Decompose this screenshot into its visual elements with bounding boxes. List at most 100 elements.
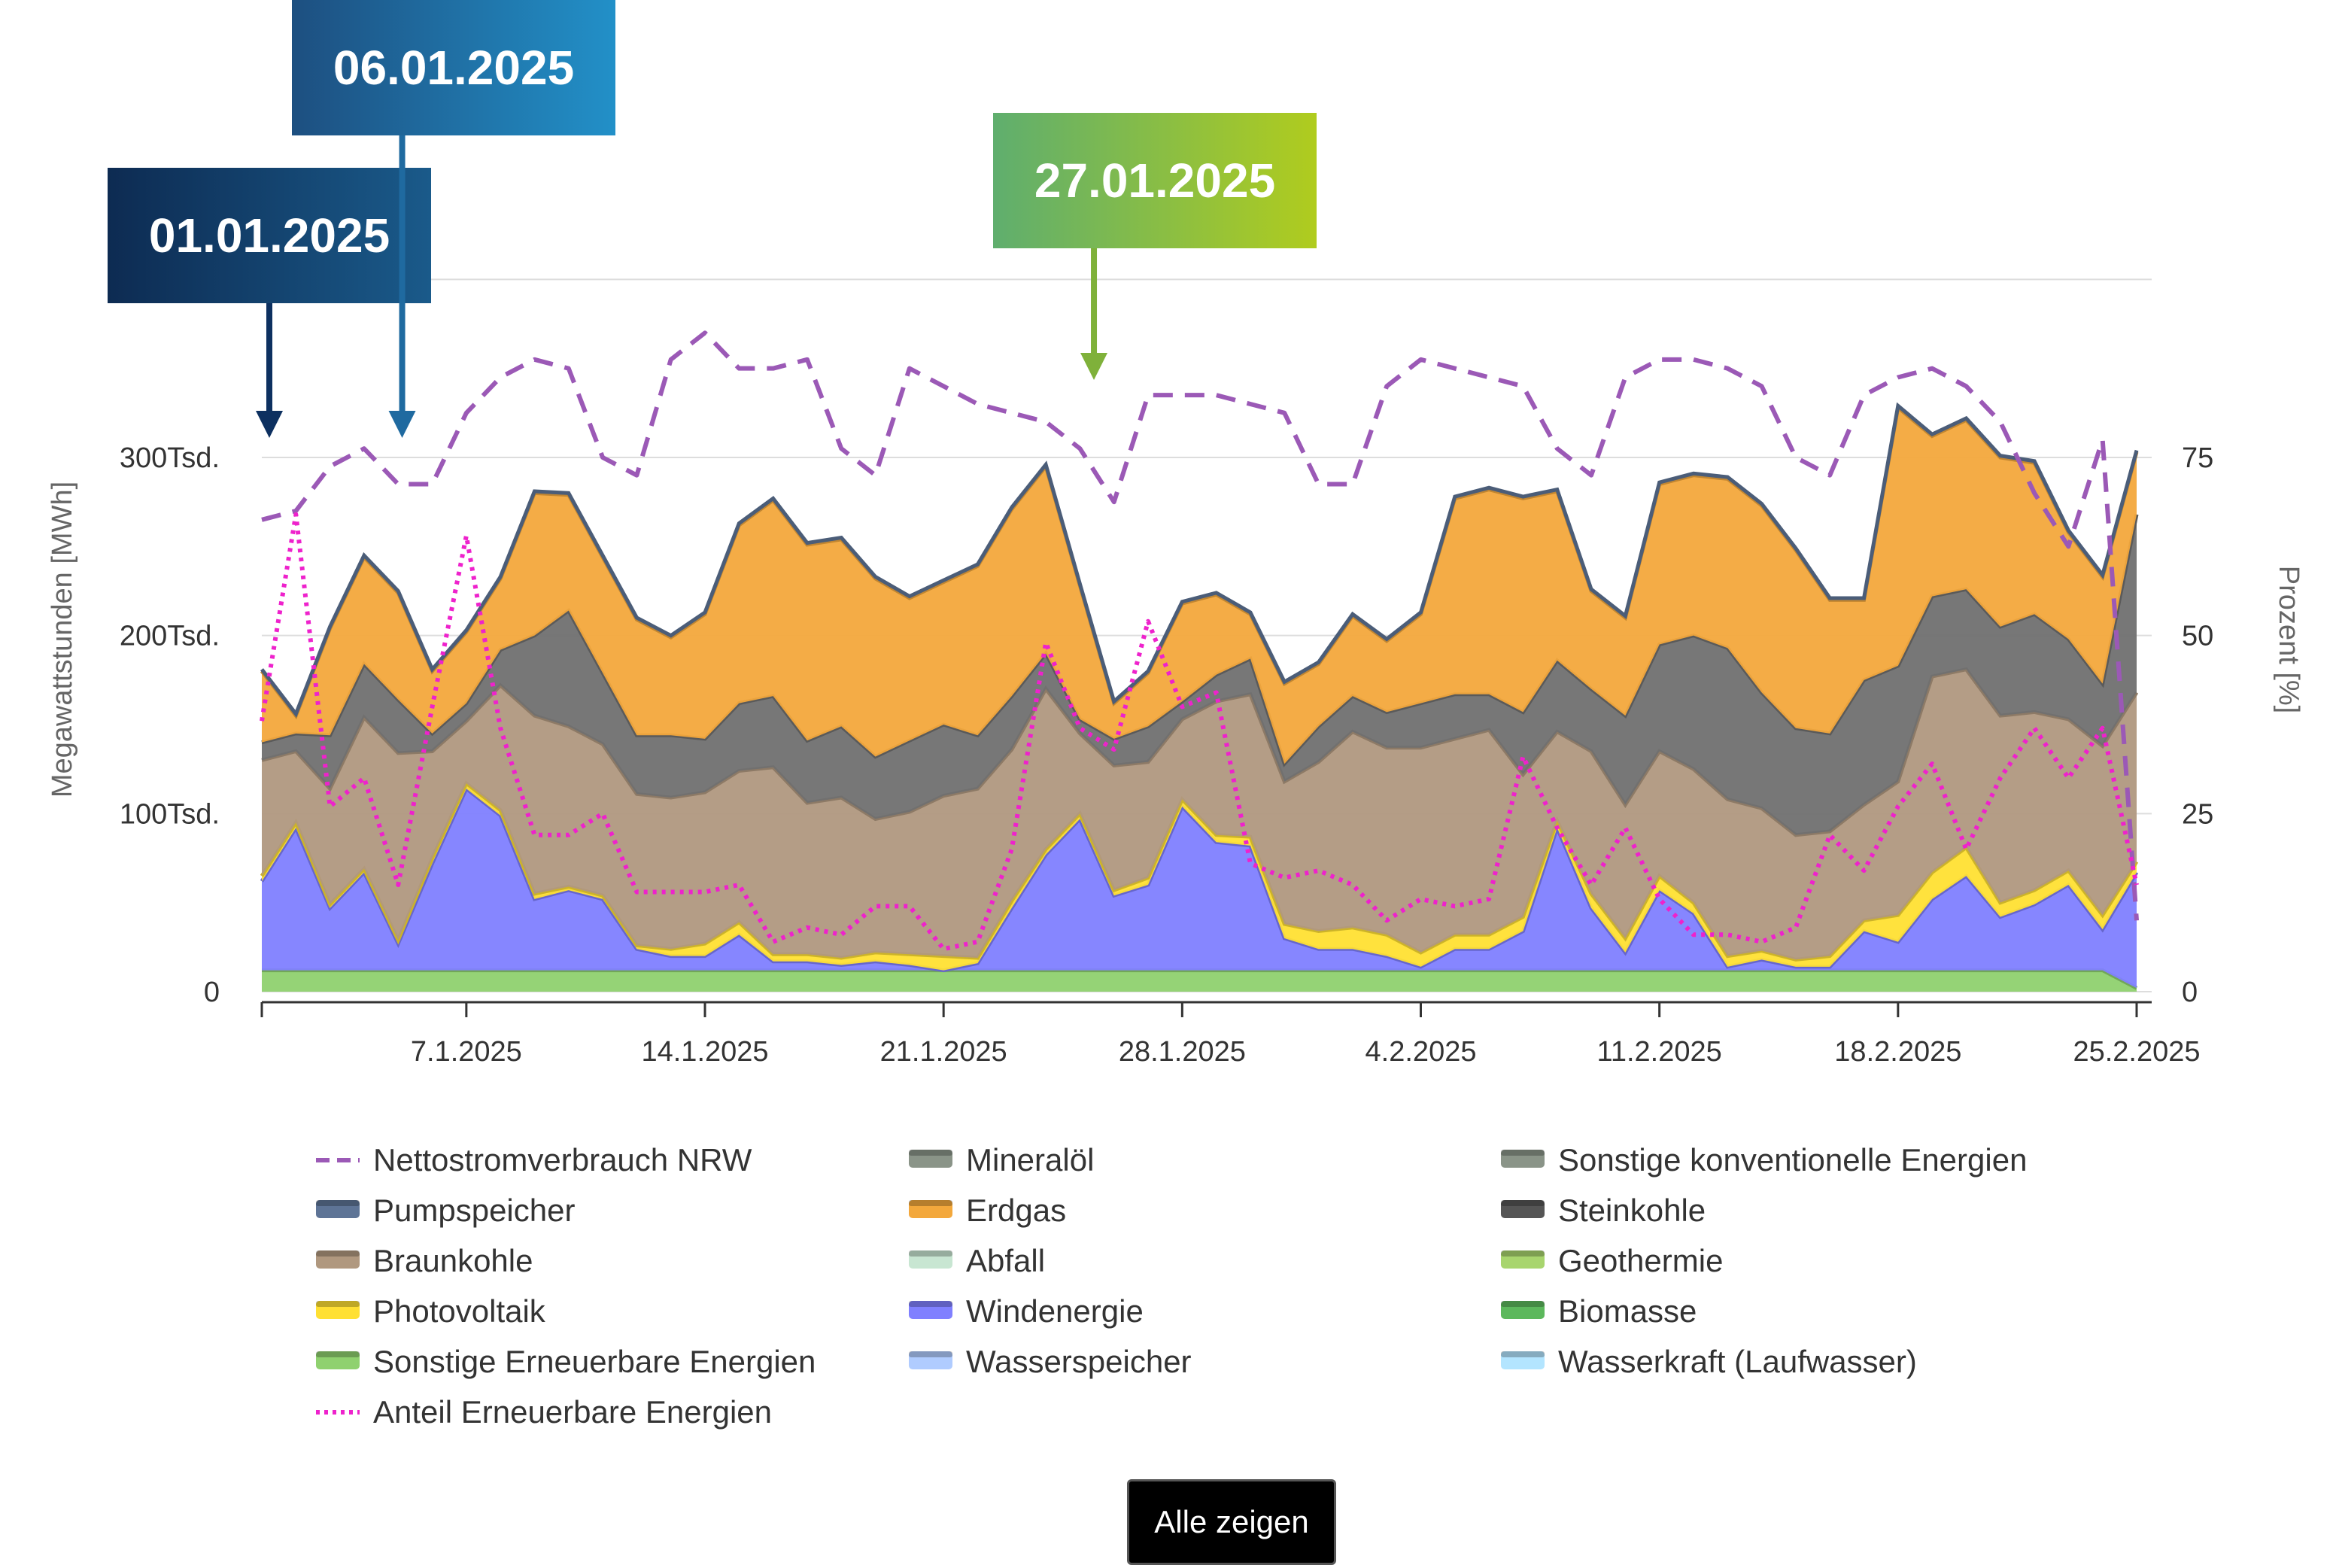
callout-arrow-head (1080, 353, 1108, 380)
legend-swatch (909, 1301, 952, 1319)
legend-label: Windenergie (966, 1293, 1144, 1329)
legend-swatch-edge (1501, 1250, 1545, 1257)
legend-label: Anteil Erneuerbare Energien (373, 1394, 772, 1430)
legend-item-nettostromverbrauch-nrw: Nettostromverbrauch NRW (316, 1142, 752, 1178)
callout-arrow-head (388, 411, 416, 438)
legend-swatch-edge (909, 1200, 952, 1206)
callout-box (993, 113, 1317, 248)
legend-item-pumpspeicher: Pumpspeicher (316, 1193, 575, 1228)
callout-01.01.2025: 01.01.2025 (108, 168, 431, 438)
y-tick-label-left: 0 (204, 977, 220, 1008)
legend-swatch (316, 1351, 360, 1369)
legend-swatch (1501, 1351, 1545, 1369)
legend-item-wasserkraft-laufwasser-: Wasserkraft (Laufwasser) (1501, 1344, 1917, 1379)
legend-swatch-edge (1501, 1150, 1545, 1156)
area-windenergie (262, 789, 2137, 989)
legend-label: Steinkohle (1558, 1193, 1706, 1228)
legend-item-photovoltaik: Photovoltaik (316, 1293, 546, 1329)
y-axis-right-title: Prozent [%] (2273, 566, 2304, 713)
legend-item-braunkohle: Braunkohle (316, 1243, 533, 1278)
area-edge-pumpspeicher (260, 402, 2139, 718)
y-tick-label-left: 100Tsd. (120, 798, 220, 830)
legend-label: Geothermie (1558, 1243, 1723, 1278)
legend-swatch (316, 1250, 360, 1269)
legend-item-wasserspeicher: Wasserspeicher (909, 1344, 1192, 1379)
legend-label: Sonstige Erneuerbare Energien (373, 1344, 816, 1379)
x-tick-label: 14.1.2025 (641, 1036, 768, 1068)
stacked-areas (260, 402, 2139, 992)
legend-label: Abfall (966, 1243, 1045, 1278)
area-steinkohle (262, 514, 2137, 835)
legend-item-abfall: Abfall (909, 1243, 1045, 1278)
legend-swatch-edge (1501, 1301, 1545, 1307)
legend-item-biomasse: Biomasse (1501, 1293, 1697, 1329)
y-tick-label-left: 200Tsd. (120, 621, 220, 652)
legend-swatch (909, 1150, 952, 1168)
legend-label: Erdgas (966, 1193, 1066, 1228)
legend: Nettostromverbrauch NRW Mineralöl Sonstige… (316, 1142, 2027, 1430)
legend-label: Mineralöl (966, 1142, 1094, 1178)
callout-06.01.2025: 06.01.2025 (292, 0, 615, 438)
x-tick-label: 11.2.2025 (1597, 1036, 1722, 1068)
legend-swatch-edge (316, 1200, 360, 1206)
legend-swatch (1501, 1200, 1545, 1218)
legend-swatch (1501, 1150, 1545, 1168)
legend-label: Biomasse (1558, 1293, 1697, 1329)
legend-item-mineral-l: Mineralöl (909, 1142, 1094, 1178)
area-photovoltaik (262, 783, 2137, 971)
legend-item-windenergie: Windenergie (909, 1293, 1144, 1329)
legend-swatch (909, 1200, 952, 1218)
legend-swatch-edge (909, 1301, 952, 1307)
legend-label: Wasserspeicher (966, 1344, 1192, 1379)
legend-swatch (316, 1301, 360, 1319)
x-tick-label: 7.1.2025 (411, 1036, 522, 1068)
y-tick-label-right: 25 (2182, 798, 2213, 830)
area-braunkohle (262, 669, 2137, 960)
y-tick-label-right: 75 (2182, 442, 2213, 474)
legend-swatch-edge (316, 1301, 360, 1307)
axes: Megawattstunden [MWh] Prozent [%] 7.1.20… (47, 442, 2304, 1068)
legend-swatch-edge (909, 1351, 952, 1357)
legend-item-erdgas: Erdgas (909, 1193, 1066, 1228)
legend-label: Sonstige konventionelle Energien (1558, 1142, 2027, 1178)
y-axis-left-title: Megawattstunden [MWh] (47, 482, 78, 798)
legend-swatch (909, 1250, 952, 1269)
legend-label: Photovoltaik (373, 1293, 546, 1329)
callout-label: 01.01.2025 (149, 208, 390, 263)
x-tick-label: 21.1.2025 (880, 1036, 1007, 1068)
line-anteil-erneuerbare-energien (260, 512, 2139, 952)
line-nettostromverbrauch-nrw (261, 330, 2139, 921)
legend-item-steinkohle: Steinkohle (1501, 1193, 1706, 1228)
legend-swatch-edge (1501, 1351, 1545, 1357)
y-tick-label-left: 300Tsd. (120, 442, 220, 474)
legend-item-sonstige-konventionelle-energien: Sonstige konventionelle Energien (1501, 1142, 2027, 1178)
legend-swatch-edge (316, 1250, 360, 1257)
legend-item-anteil-erneuerbare-energien: Anteil Erneuerbare Energien (316, 1394, 772, 1430)
legend-label: Braunkohle (373, 1243, 533, 1278)
legend-swatch (1501, 1250, 1545, 1269)
legend-item-sonstige-erneuerbare-energien: Sonstige Erneuerbare Energien (316, 1344, 816, 1379)
legend-label: Pumpspeicher (373, 1193, 575, 1228)
date-callouts: 01.01.2025 06.01.2025 27.01.2025 (108, 0, 1317, 438)
x-tick-label: 28.1.2025 (1119, 1036, 1246, 1068)
y-tick-label-right: 50 (2182, 621, 2213, 652)
x-tick-label: 25.2.2025 (2073, 1036, 2200, 1068)
legend-swatch (316, 1200, 360, 1218)
legend-swatch-edge (316, 1351, 360, 1357)
y-tick-label-right: 0 (2182, 977, 2198, 1008)
callout-arrow-head (256, 411, 283, 438)
legend-swatch-edge (909, 1150, 952, 1156)
show-all-button[interactable]: Alle zeigen (1127, 1479, 1336, 1565)
legend-label: Wasserkraft (Laufwasser) (1558, 1344, 1917, 1379)
x-tick-label: 18.2.2025 (1834, 1036, 1961, 1068)
legend-swatch (1501, 1301, 1545, 1319)
legend-label: Nettostromverbrauch NRW (373, 1142, 752, 1178)
callout-box (108, 168, 431, 303)
legend-swatch (909, 1351, 952, 1369)
callout-27.01.2025: 27.01.2025 (993, 113, 1317, 380)
legend-swatch-edge (909, 1250, 952, 1257)
legend-swatch-edge (1501, 1200, 1545, 1206)
callout-box (292, 0, 615, 135)
area-erdgas (262, 407, 2137, 764)
